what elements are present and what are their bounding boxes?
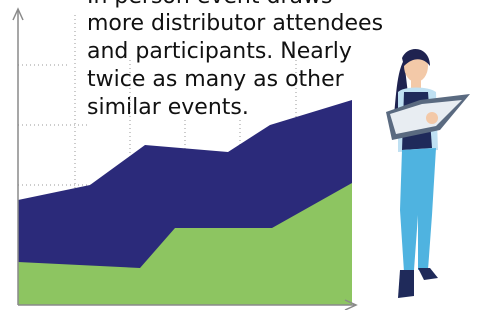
caption-line: twice as many as other — [87, 67, 345, 92]
caption-line: similar events. — [87, 95, 249, 120]
page: {"caption": {"lines": ["In person event … — [0, 0, 484, 310]
caption-line: In person event draws — [87, 0, 332, 9]
caption-line: and participants. Nearly — [87, 39, 352, 64]
hand — [426, 112, 438, 124]
caption-line: more distributor attendees — [87, 11, 383, 36]
caption: In person event draws more distributor a… — [87, 0, 383, 120]
person — [386, 49, 470, 298]
jeans — [400, 148, 436, 272]
shoe — [398, 270, 414, 298]
shoe — [418, 268, 438, 280]
illustration: In person event draws more distributor a… — [0, 0, 484, 310]
